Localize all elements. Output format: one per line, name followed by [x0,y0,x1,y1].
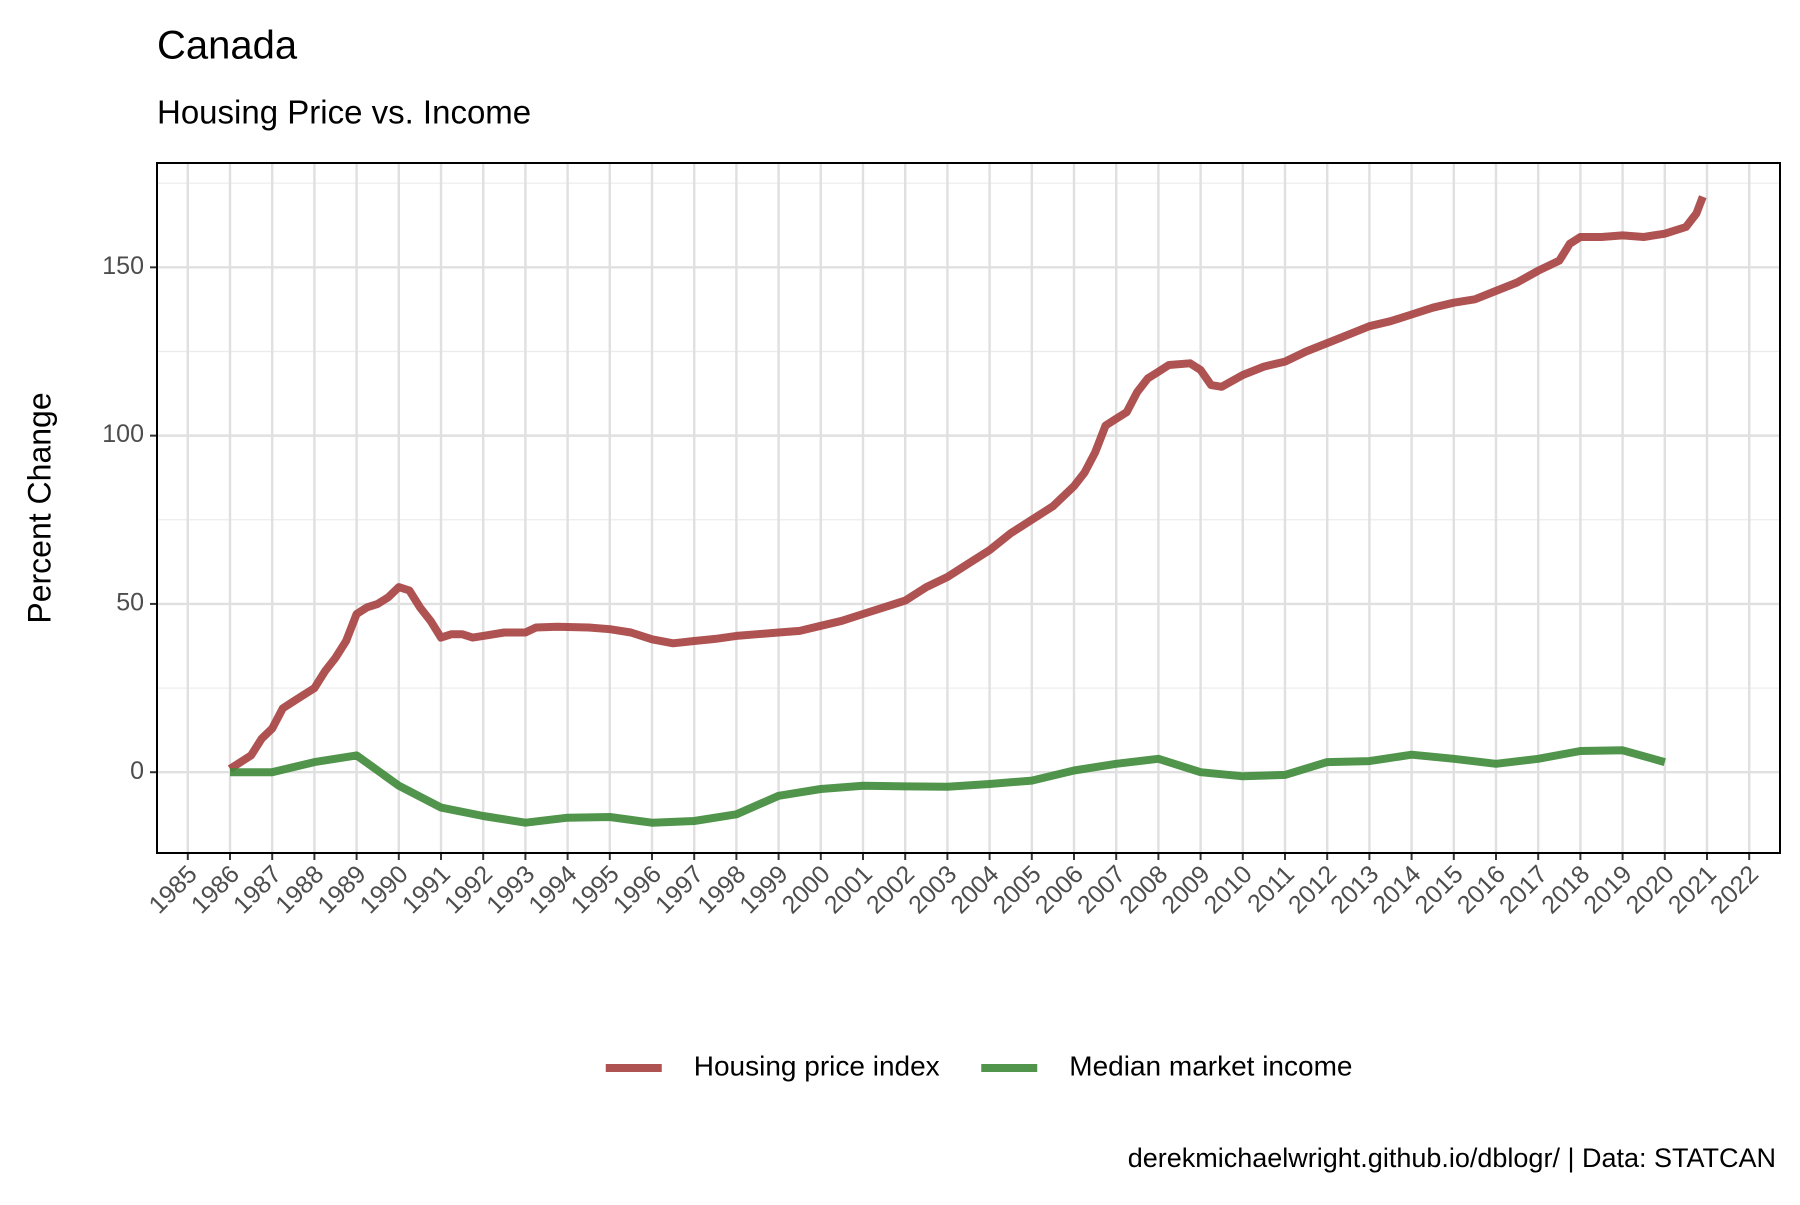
x-tick-label: 2009 [1156,860,1215,919]
x-tick-label: 2018 [1536,860,1595,919]
x-tick-label: 1996 [608,860,667,919]
x-tick-label: 2012 [1283,860,1342,919]
x-tick-label: 2007 [1072,860,1131,919]
chart-subtitle: Housing Price vs. Income [157,94,531,131]
x-tick-label: 2019 [1578,860,1637,919]
x-tick-label: 1989 [312,860,371,919]
x-tick-label: 2003 [903,860,962,919]
series-line [230,746,1666,827]
y-tick-label: 0 [130,757,144,785]
chart-title: Canada [157,24,298,68]
x-tick-label: 1994 [523,860,582,919]
y-tick-label: 150 [102,252,144,280]
x-tick-label: 1991 [397,860,456,919]
x-tick-label: 1995 [566,860,625,919]
x-tick-label: 1985 [144,860,203,919]
x-tick-label: 1990 [355,860,414,919]
x-tick-label: 2021 [1663,860,1722,919]
x-tick-label: 2022 [1705,860,1764,919]
x-tick-label: 1993 [481,860,540,919]
x-tick-label: 2013 [1325,860,1384,919]
series-line [227,195,1707,773]
x-tick-label: 2014 [1367,860,1426,919]
legend-label: Median market income [1069,1050,1352,1081]
x-tick-label: 2000 [777,860,836,919]
x-tick-label: 2017 [1494,860,1553,919]
x-tick-label: 2002 [861,860,920,919]
x-tick-label: 1997 [650,860,709,919]
x-tick-label: 1987 [228,860,287,919]
y-axis-label: Percent Change [21,392,57,623]
x-tick-label: 2004 [945,860,1004,919]
plot-border [156,162,1781,854]
x-tick-label: 1988 [270,860,329,919]
x-tick-label: 2006 [1030,860,1089,919]
x-tick-label: 1999 [734,860,793,919]
x-tick-label: 1986 [186,860,245,919]
x-tick-label: 2010 [1199,860,1258,919]
x-tick-label: 2008 [1114,860,1173,919]
x-tick-label: 1992 [439,860,498,919]
x-tick-label: 2020 [1621,860,1680,919]
x-tick-label: 2015 [1410,860,1469,919]
y-tick-label: 50 [116,589,144,617]
legend-label: Housing price index [694,1050,940,1081]
x-tick-label: 1998 [692,860,751,919]
x-tick-label: 2016 [1452,860,1511,919]
y-tick-label: 100 [102,420,144,448]
x-tick-label: 2005 [988,860,1047,919]
x-tick-label: 2011 [1242,860,1300,918]
caption: derekmichaelwright.github.io/dblogr/ | D… [1128,1143,1776,1173]
x-tick-label: 2001 [819,860,878,919]
